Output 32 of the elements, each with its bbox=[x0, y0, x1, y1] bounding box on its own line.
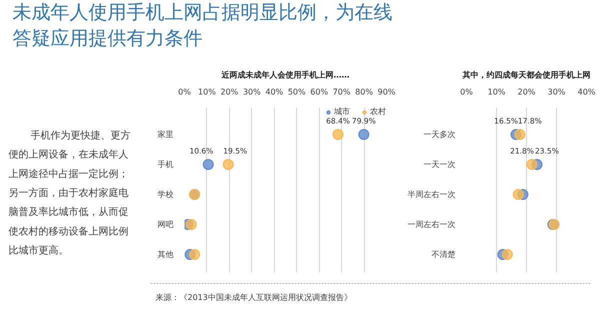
x-tick-label: 10% bbox=[488, 88, 506, 96]
text: 手机作为更快捷、更方便的上网设备，在未成年人上网途径中占据一定比例；另一方面，由于农村家庭电脑普及率比城市低，从而促使农村的移动设备上网比例比城市更高。 bbox=[8, 129, 130, 257]
x-tick-label: 40% bbox=[265, 88, 284, 96]
x-tick-label: 0% bbox=[460, 88, 474, 96]
y-tick-label: 半周左右一次 bbox=[408, 190, 456, 199]
x-tick-label: 90% bbox=[378, 88, 396, 96]
y-tick-label: 一周左右一次 bbox=[408, 220, 456, 229]
x-tick-label: 0% bbox=[178, 88, 192, 96]
y-tick-label: 其他 bbox=[158, 250, 174, 259]
y-tick-label: 一天一次 bbox=[424, 160, 456, 169]
x-tick-label: 70% bbox=[332, 88, 351, 96]
x-tick-label: 30% bbox=[242, 88, 262, 96]
x-tick-label: 20% bbox=[518, 88, 536, 96]
x-tick-label: 10% bbox=[198, 88, 216, 96]
text: 未成年人使用手机上网占据明显比例，为在线答疑应用提供有力条件 bbox=[12, 2, 392, 50]
source-note: 来源：《2013中国未成年人互联网运用状况调查报告》 bbox=[156, 293, 352, 302]
x-tick-label: 30% bbox=[548, 88, 566, 96]
y-tick-label: 不清楚 bbox=[432, 250, 456, 259]
legend-label: 城市 bbox=[334, 106, 351, 117]
x-tick-label: 80% bbox=[355, 88, 374, 96]
x-tick-label: 60% bbox=[310, 88, 328, 96]
y-tick-label: 学校 bbox=[158, 190, 174, 199]
y-tick-label: 网吧 bbox=[158, 220, 174, 229]
x-tick-label: 50% bbox=[288, 88, 306, 96]
x-tick-label: 20% bbox=[220, 88, 239, 96]
chart-title: 其中，约四成每天都会使用手机上网 bbox=[462, 70, 590, 80]
y-tick-label: 家里 bbox=[158, 130, 174, 139]
chart-title: 近两成未成年人会使用手机上网…… bbox=[220, 70, 350, 80]
y-tick-label: 一天多次 bbox=[424, 130, 456, 139]
y-tick-label: 手机 bbox=[158, 160, 174, 169]
legend-label: 农村 bbox=[370, 106, 387, 117]
x-tick-label: 40% bbox=[578, 88, 596, 96]
